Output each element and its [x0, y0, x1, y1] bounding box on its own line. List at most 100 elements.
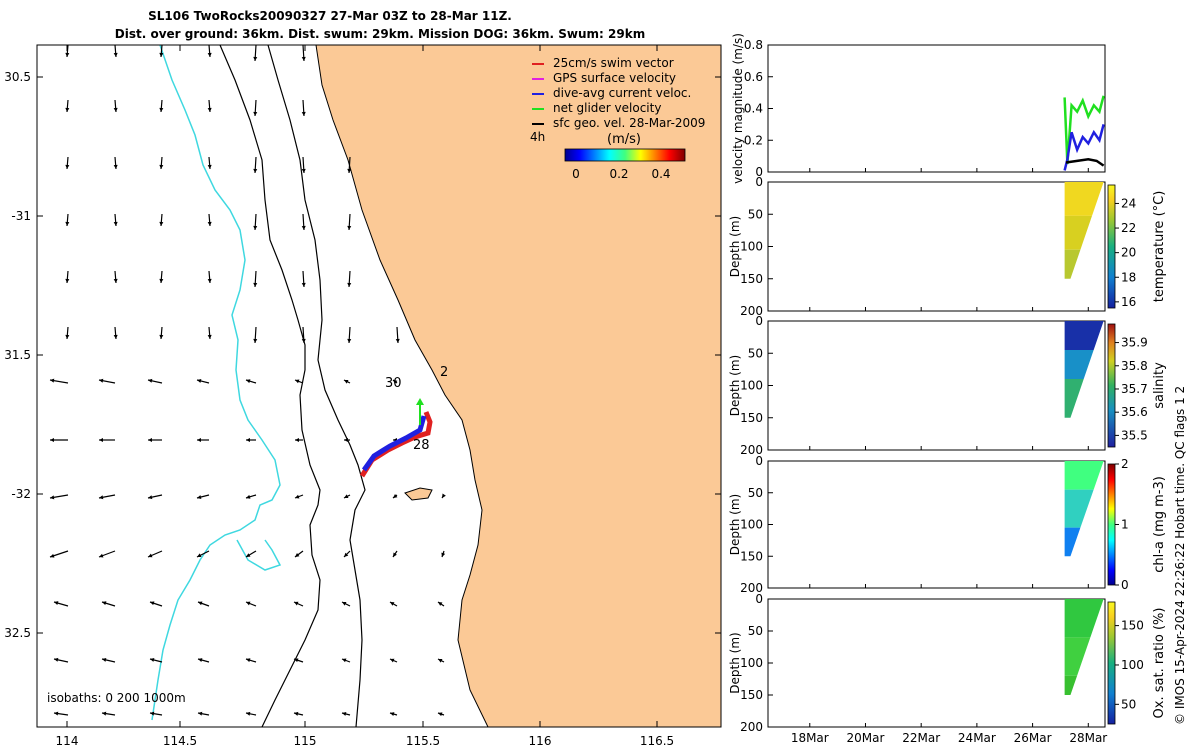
depth-ytick-label: 100: [740, 240, 763, 254]
time-tick-label: 22Mar: [902, 731, 940, 745]
geo-arrow-head: [113, 164, 118, 169]
section-fill: [1064, 182, 1104, 216]
geo-arrow-head: [253, 338, 258, 343]
time-label: 4h: [530, 130, 545, 144]
dive-avg-current-vectors: [361, 415, 427, 472]
depth-ytick-label: 200: [740, 720, 763, 734]
time-tick-label: 20Mar: [847, 731, 885, 745]
geo-arrow-head: [344, 494, 349, 498]
day-label-30: 30: [385, 376, 402, 391]
map-colorbar: [564, 148, 686, 162]
geo-arrow-head: [390, 712, 395, 717]
geo-arrow-head: [301, 168, 306, 173]
depth-ytick-label: 150: [740, 688, 763, 702]
colorbar-tick-label: 2: [1121, 457, 1129, 471]
geo-arrow-head: [347, 282, 352, 287]
depth-panel-frame-4: [767, 598, 1106, 728]
depth-panel-frame-3: [767, 460, 1106, 589]
depth-panel-frame-2: [767, 320, 1106, 451]
map-axis-ticks: 114 114.5 115 115.5 116 116.5 30.5 -31 31.5 -32 32…: [4, 45, 721, 748]
time-tick-label: 24Mar: [958, 731, 996, 745]
figure-title-line1: SL106 TwoRocks20090327 27-Mar 03Z to 28-…: [148, 9, 512, 23]
legend-swim: 25cm/s swim vector: [553, 56, 674, 70]
geo-arrow-head: [347, 168, 352, 173]
depth-ytick-label: 0: [755, 454, 763, 468]
depth-ytick-label: 200: [740, 304, 763, 318]
colorbar-label-1: temperature (°C): [1152, 191, 1167, 303]
section-fill: [1064, 637, 1091, 676]
depth-ytick-label: 150: [740, 272, 763, 286]
legend-geo: sfc geo. vel. 28-Mar-2009: [553, 116, 705, 130]
velocity-panel-frame: [767, 44, 1106, 173]
geo-arrow-head: [246, 379, 251, 384]
geo-arrow-head: [393, 494, 398, 498]
geo-arrow-head: [197, 379, 202, 383]
colorbar-title: (m/s): [607, 132, 641, 147]
geo-arrow-head: [99, 553, 104, 558]
isobath-label: isobaths: 0 200 1000m: [47, 691, 186, 705]
rottnest-island: [404, 487, 433, 501]
velocity-ylabel: velocity magnitude (m/s): [731, 33, 745, 184]
colorbar-tick-label: 1: [1121, 518, 1129, 532]
colorbar-tick-label: 18: [1121, 270, 1136, 284]
geo-arrow-head: [301, 225, 306, 230]
depth-ytick-label: 50: [748, 486, 763, 500]
geo-arrow-head: [253, 168, 258, 173]
geo-arrow-head: [99, 495, 104, 500]
geo-arrow-head: [253, 282, 258, 287]
isobath-0m: [267, 45, 366, 727]
depth-panel-frame-1: [767, 181, 1106, 312]
geo-arrow-head: [150, 601, 155, 606]
geo-arrow-head: [65, 334, 70, 339]
geo-arrow-head: [253, 56, 258, 61]
geo-arrow-head: [54, 657, 59, 662]
geo-arrow-head: [246, 658, 251, 663]
colorbar-tick-label: 35.6: [1121, 405, 1148, 419]
legend-gps: GPS surface velocity: [553, 71, 676, 85]
geo-arrow-head: [344, 438, 348, 442]
colorbar-tick-label: 35.8: [1121, 359, 1148, 373]
section-fill: [1064, 249, 1081, 279]
geo-arrow-head: [113, 221, 118, 226]
geo-arrow-head: [441, 552, 446, 557]
legend-net: net glider velocity: [553, 101, 661, 115]
geo-arrow-head: [150, 711, 155, 716]
geo-arrow-head: [50, 495, 55, 500]
depth-ytick-label: 200: [740, 581, 763, 595]
geo-arrow-head: [246, 711, 251, 716]
colorbar-tick-label: 100: [1121, 658, 1144, 672]
time-tick-label: 26Mar: [1014, 731, 1052, 745]
glider-track: [359, 398, 433, 478]
geo-arrow-head: [301, 282, 306, 287]
map-panel: 30 28 2 114 114.5 115 115.5 116 116.5 30.5 -31 3…: [4, 44, 722, 748]
section-fill: [1064, 350, 1094, 380]
depth-ytick-label: 200: [740, 443, 763, 457]
geo-arrow-head: [207, 221, 212, 226]
depth-ytick-label: 100: [740, 656, 763, 670]
depth-ytick-label: 50: [748, 346, 763, 360]
geo-arrow-head: [198, 601, 203, 606]
geo-arrow-head: [395, 338, 400, 343]
geo-arrow-head: [294, 658, 299, 663]
geo-arrow-head: [102, 657, 107, 662]
geo-arrow-head: [148, 495, 153, 500]
colorbar-tick-label: 150: [1121, 619, 1144, 633]
geo-arrow-head: [102, 711, 107, 716]
geo-arrow-head: [113, 107, 118, 112]
map-ytick-label: 31.5: [4, 348, 31, 362]
colorbar-label-3: chl-a (mg m-3): [1152, 476, 1167, 573]
geo-arrow-head: [438, 602, 443, 606]
isobath-200m: [219, 45, 321, 727]
geo-arrow-head: [295, 494, 300, 499]
colorbar-2: [1107, 323, 1116, 448]
geo-arrow-head: [294, 601, 299, 606]
geo-arrow-head: [102, 601, 107, 606]
land-mass: [315, 45, 721, 727]
colorbar-tick-label: 35.5: [1121, 428, 1148, 442]
geo-arrow-head: [347, 338, 352, 343]
section-fill: [1064, 675, 1078, 695]
section-fill: [1064, 527, 1081, 557]
geo-arrow-head: [342, 712, 347, 716]
geo-arrow-head: [442, 493, 446, 498]
map-xtick-label: 115: [294, 734, 317, 748]
